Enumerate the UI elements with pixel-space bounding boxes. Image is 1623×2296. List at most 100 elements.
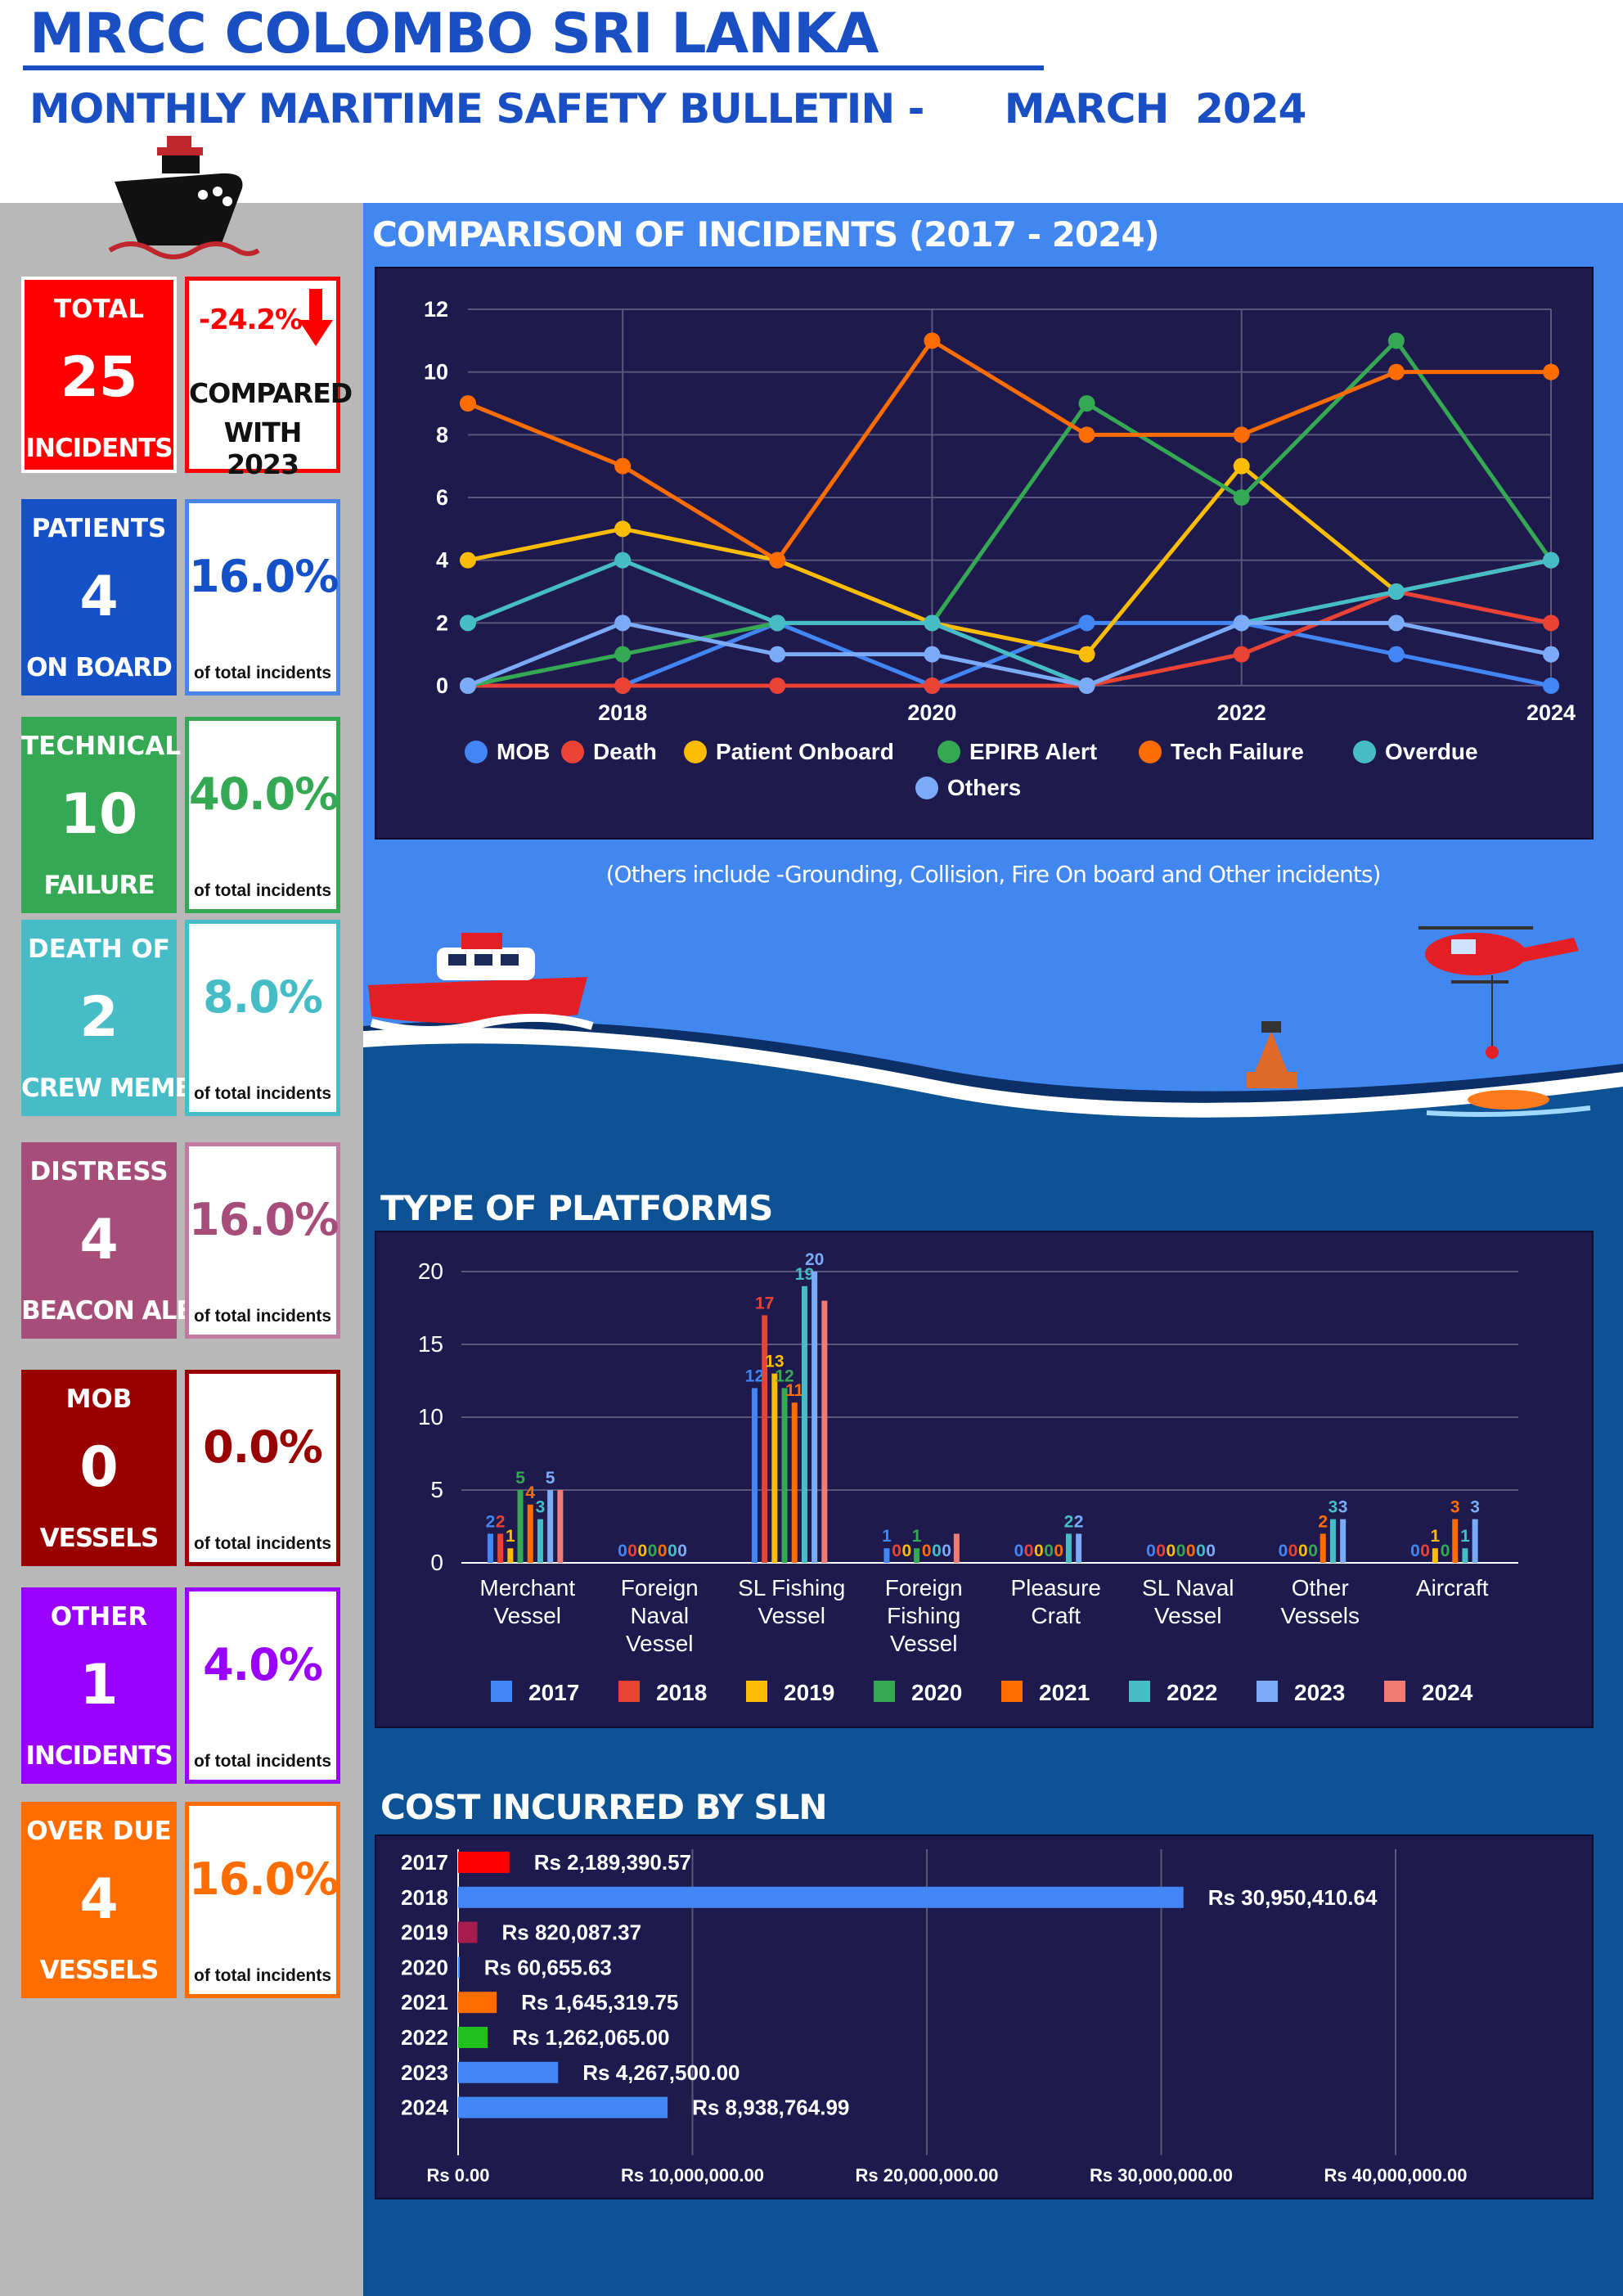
bar-value-label: 11 — [785, 1381, 804, 1400]
bar — [547, 1490, 554, 1563]
legend-marker — [465, 741, 488, 763]
legend-marker — [1001, 1681, 1023, 1702]
bar — [458, 2027, 488, 2048]
bar-value-label: 0 — [1420, 1542, 1430, 1560]
percent-card: 4.0% of total incidents — [185, 1587, 340, 1784]
legend-label: 2024 — [1422, 1680, 1473, 1705]
bar-value-label: 3 — [1338, 1498, 1348, 1517]
bar-value-label: 0 — [892, 1542, 901, 1560]
y-tick-label: 8 — [436, 422, 448, 447]
data-point — [924, 615, 941, 632]
legend-label: Others — [947, 775, 1021, 800]
category-label: Vessel — [626, 1631, 694, 1656]
y-tick-label: 20 — [418, 1258, 443, 1284]
percent-caption: of total incidents — [194, 1752, 331, 1771]
compared-label-1: COMPARED — [189, 377, 353, 409]
data-point — [1078, 646, 1095, 663]
bar-value-label: 0 — [677, 1542, 687, 1560]
percent-caption: of total incidents — [194, 881, 331, 900]
percent-caption: of total incidents — [194, 1966, 331, 1985]
data-point — [1543, 646, 1559, 663]
cost-chart-title: COST INCURRED BY SLN — [380, 1787, 828, 1827]
bar-value-label: 0 — [902, 1542, 912, 1560]
bar-value-label: 12 — [745, 1366, 764, 1385]
x-tick-label: 2018 — [598, 700, 647, 725]
summary-card: PATIENTS 4 ON BOARD — [21, 499, 177, 696]
data-point — [1387, 332, 1405, 349]
x-tick-label: 2020 — [907, 700, 956, 725]
data-point — [1233, 489, 1250, 506]
legend-marker — [874, 1681, 895, 1702]
bar-value-label: 20 — [805, 1250, 824, 1269]
bar-value-label: 2 — [486, 1512, 496, 1531]
bar-value-label: 19 — [795, 1265, 814, 1284]
card-label-top: MOB — [65, 1384, 133, 1414]
y-tick-label: 2 — [436, 610, 448, 635]
bar-value-label: Rs 1,645,319.75 — [521, 1990, 678, 2015]
bar — [791, 1402, 798, 1563]
bar — [487, 1533, 493, 1563]
bar-value-label: 12 — [775, 1366, 794, 1385]
legend-marker — [684, 741, 707, 763]
bar — [1320, 1533, 1326, 1563]
category-label: 2018 — [401, 1885, 448, 1910]
summary-card: MOB 0 VESSELS — [21, 1370, 177, 1566]
bar-value-label: 1 — [1460, 1527, 1470, 1546]
x-tick-label: Rs 40,000,000.00 — [1324, 2165, 1468, 2186]
category-label: Foreign — [885, 1575, 963, 1600]
category-label: 2022 — [401, 2025, 448, 2050]
percent-value: 16.0% — [189, 551, 339, 602]
bar-value-label: 0 — [668, 1542, 677, 1560]
bar-value-label: 5 — [546, 1469, 555, 1488]
card-label-bottom: CREW MEMBER — [21, 1074, 229, 1103]
bar-value-label: Rs 1,262,065.00 — [512, 2025, 669, 2050]
bar — [458, 1992, 497, 2014]
legend-label: 2018 — [656, 1680, 707, 1705]
data-point — [614, 678, 632, 694]
bar-value-label: 0 — [1196, 1542, 1206, 1560]
bar-value-label: 17 — [755, 1294, 774, 1312]
bar-value-label: 1 — [882, 1527, 892, 1546]
total-value: 25 — [60, 345, 138, 410]
bar-value-label: Rs 820,087.37 — [501, 1920, 641, 1945]
bar-value-label: 0 — [1206, 1542, 1216, 1560]
bar — [458, 1956, 460, 1979]
percent-caption: of total incidents — [194, 1534, 331, 1553]
category-label: 2017 — [401, 1850, 448, 1875]
bar-value-label: 13 — [765, 1353, 784, 1371]
rescue-boat-icon — [368, 933, 594, 1034]
category-label: 2019 — [401, 1920, 448, 1945]
down-arrow-icon — [299, 289, 333, 346]
bar-value-label: 0 — [1156, 1542, 1166, 1560]
category-label: SL Naval — [1142, 1575, 1234, 1600]
summary-card: TECHNICAL 10 FAILURE — [21, 717, 181, 913]
summary-card: OTHER 1 INCIDENTS — [21, 1587, 177, 1784]
data-point — [924, 332, 941, 349]
data-point — [1078, 395, 1095, 412]
percent-card: 16.0% of total incidents — [185, 1142, 340, 1339]
bar-value-label: Rs 4,267,500.00 — [582, 2060, 740, 2085]
legend-marker — [937, 741, 960, 763]
incidents-chart-title: COMPARISON OF INCIDENTS (2017 - 2024) — [372, 214, 1160, 254]
bar — [1329, 1519, 1336, 1563]
bar — [458, 1886, 1184, 1908]
card-label-bottom: BEACON ALERT — [21, 1296, 227, 1326]
data-point — [1543, 615, 1559, 632]
data-point — [1543, 363, 1559, 380]
percent-card: 16.0% of total incidents — [185, 499, 340, 696]
bar-value-label: 0 — [1167, 1542, 1176, 1560]
card-value: 4 — [79, 1208, 119, 1272]
bar-value-label: 0 — [1146, 1542, 1156, 1560]
bar-value-label: 0 — [922, 1542, 932, 1560]
total-incidents-card: TOTAL 25 INCIDENTS — [21, 277, 177, 473]
series-line — [467, 557, 1552, 688]
card-value: 10 — [60, 782, 138, 847]
bar-value-label: 0 — [1176, 1542, 1186, 1560]
bar — [781, 1388, 788, 1563]
y-tick-label: 10 — [418, 1404, 443, 1429]
percent-caption: of total incidents — [194, 1084, 331, 1103]
data-point — [1233, 457, 1250, 475]
card-value: 0 — [79, 1435, 119, 1500]
data-point — [460, 551, 476, 569]
